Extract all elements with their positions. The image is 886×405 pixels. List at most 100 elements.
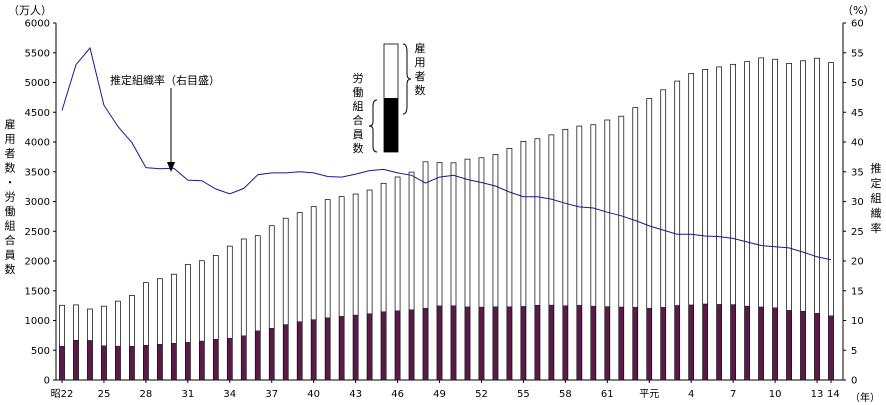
left-tick-label: 1000	[25, 316, 50, 327]
legend-union-bar	[384, 98, 398, 152]
left-tick-label: 2000	[25, 257, 50, 268]
union-bar-34	[227, 337, 233, 381]
union-bar-29	[157, 343, 163, 381]
legend-union-char: 員	[353, 128, 364, 141]
left-tick-label: 2500	[25, 227, 50, 238]
right-tick-label: 50	[851, 78, 864, 89]
union-bar-25	[101, 345, 107, 381]
left-tick-label: 5000	[25, 78, 50, 89]
union-bar-6	[716, 304, 722, 381]
left-tick-label: 6000	[25, 19, 50, 30]
left-tick-label: 5500	[25, 48, 50, 59]
left-tick-label: 4500	[25, 108, 50, 119]
union-bar-55	[520, 306, 527, 381]
union-bar-39	[296, 321, 303, 381]
union-bar-7	[730, 304, 736, 381]
union-bar-13	[814, 313, 820, 381]
legend-union-char: 数	[353, 142, 364, 155]
union-bar-42	[338, 316, 345, 381]
union-bar-27	[129, 346, 135, 381]
legend-union-char: 労	[353, 71, 364, 85]
union-bar-10	[772, 307, 778, 381]
right-tick-label: 0	[851, 376, 857, 387]
union-bar-24	[87, 340, 93, 381]
x-tick-label: 14	[827, 389, 840, 400]
left-axis-title-char: ・	[5, 176, 16, 189]
union-bar-52	[478, 306, 485, 381]
union-bar-22	[59, 345, 65, 381]
right-axis-title: 推定組織率	[871, 161, 882, 235]
x-tick-label: 28	[140, 389, 153, 400]
right-axis-title-char: 定	[871, 176, 882, 190]
union-bar-50	[450, 305, 457, 381]
union-bar-11	[786, 310, 792, 381]
x-tick-label: 61	[601, 389, 614, 400]
union-bar-37	[269, 327, 275, 381]
legend-union-char: 働	[353, 86, 364, 99]
union-bar-3	[674, 305, 680, 381]
union-bar-63	[632, 306, 638, 381]
union-bar-2	[660, 307, 666, 381]
union-bar-9	[758, 306, 764, 381]
bars	[59, 57, 834, 381]
union-bar-45	[380, 311, 387, 381]
x-tick-label: 52	[475, 389, 488, 400]
left-tick-label: 3500	[25, 167, 50, 178]
left-axis-title-char: 合	[5, 233, 16, 247]
x-tick-label: 46	[391, 389, 404, 400]
union-bar-12	[800, 310, 806, 381]
union-bar-43	[352, 314, 359, 381]
union-bar-35	[241, 335, 247, 381]
x-tick-label: 49	[433, 389, 446, 400]
union-bar-59	[576, 305, 583, 381]
union-bar-8	[744, 305, 750, 381]
rate-annotation-arrowhead	[167, 162, 175, 172]
right-axis-title-char: 推	[871, 161, 882, 175]
union-bar-4	[688, 304, 694, 381]
left-axis-unit: （万人）	[8, 4, 52, 17]
union-bar-40	[310, 319, 317, 381]
right-axis-title-char: 組	[871, 192, 882, 205]
union-bar-平元	[646, 307, 652, 381]
right-tick-label: 20	[851, 257, 864, 268]
union-bar-41	[324, 317, 331, 381]
union-bar-44	[366, 313, 373, 381]
left-axis-title-char: 者	[5, 147, 16, 160]
union-bar-28	[143, 345, 149, 381]
legend-employee-char: 者	[415, 70, 426, 83]
union-bar-56	[534, 305, 541, 381]
left-axis-title-char: 数	[5, 162, 16, 175]
x-tick-label: 25	[98, 389, 111, 400]
right-axis-title-char: 率	[871, 221, 882, 235]
right-tick-label: 35	[851, 167, 864, 178]
union-bar-51	[464, 306, 471, 381]
union-bar-46	[394, 310, 401, 381]
legend-union-char: 組	[353, 100, 364, 113]
left-axis-title-char: 用	[5, 133, 16, 146]
left-tick-label: 3000	[25, 197, 50, 208]
x-tick-label: 34	[223, 389, 236, 400]
union-bar-38	[283, 324, 289, 381]
right-tick-label: 60	[851, 19, 864, 30]
x-tick-label: 43	[349, 389, 362, 400]
left-tick-label: 4000	[25, 138, 50, 149]
x-tick-label: 4	[688, 389, 694, 400]
union-bar-48	[422, 307, 429, 381]
x-tick-label: 10	[769, 389, 782, 400]
legend-union-char: 合	[353, 113, 364, 127]
legend-employee-char: 雇	[415, 41, 426, 55]
x-tick-label: 平元	[639, 389, 659, 400]
union-bar-61	[604, 306, 611, 381]
left-axis-title-char: 労	[5, 190, 16, 204]
union-bar-26	[115, 345, 121, 381]
x-tick-label: 40	[307, 389, 320, 400]
union-bar-31	[185, 342, 191, 381]
x-tick-label: 31	[181, 389, 194, 400]
union-bar-14	[828, 315, 834, 381]
legend-employee-brace	[402, 43, 412, 115]
left-tick-label: 1500	[25, 286, 50, 297]
year-unit: （年）	[850, 391, 880, 404]
rate-line	[61, 46, 832, 261]
